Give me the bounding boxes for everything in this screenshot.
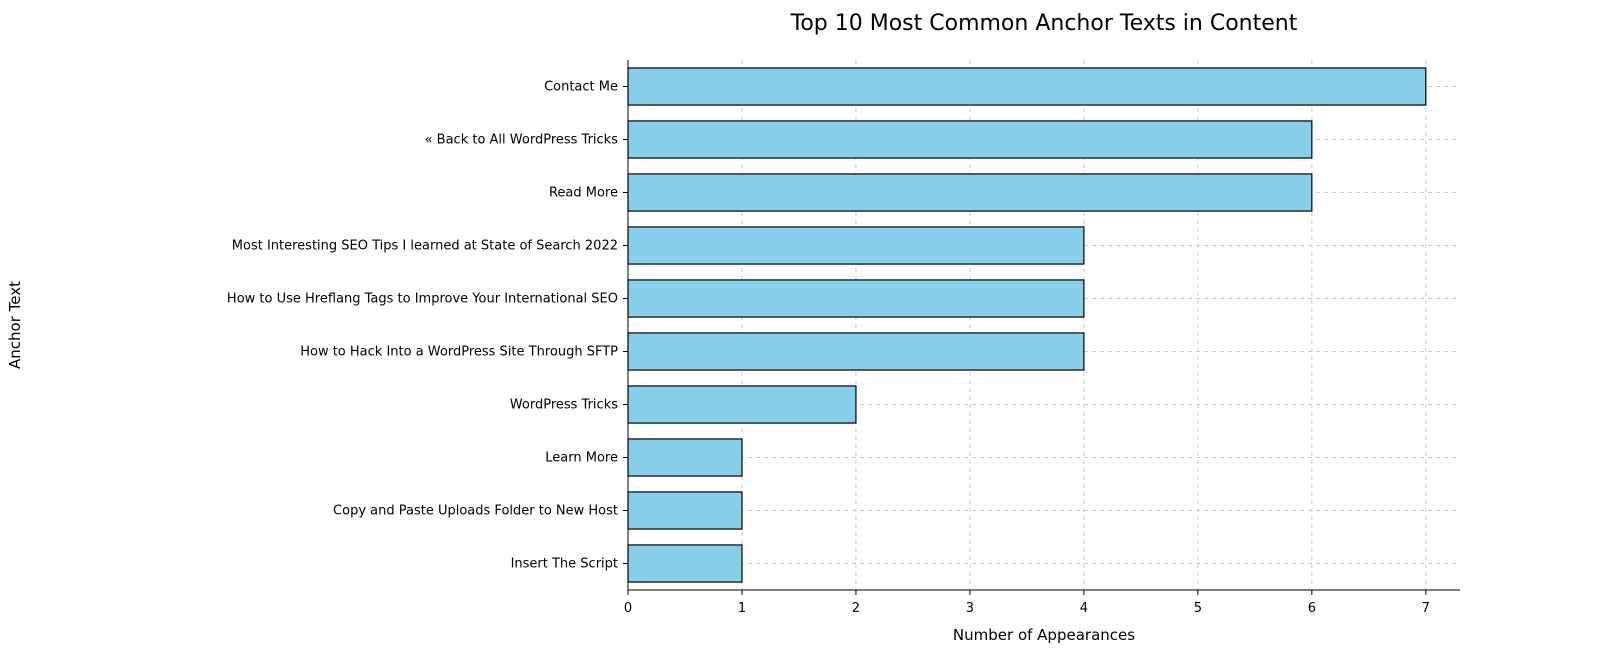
y-tick-label: Copy and Paste Uploads Folder to New Hos…: [333, 504, 618, 519]
x-tick-label: 5: [1194, 601, 1202, 616]
bar: [628, 280, 1084, 317]
chart-title: Top 10 Most Common Anchor Texts in Conte…: [790, 11, 1298, 36]
x-tick-label: 6: [1308, 601, 1316, 616]
y-tick-label: How to Use Hreflang Tags to Improve Your…: [227, 292, 618, 307]
bar: [628, 121, 1312, 158]
y-tick-label: Contact Me: [544, 80, 618, 95]
bar: [628, 174, 1312, 211]
x-tick-label: 7: [1422, 601, 1430, 616]
bar: [628, 333, 1084, 370]
y-tick-label: How to Hack Into a WordPress Site Throug…: [300, 345, 618, 360]
y-tick-label: Read More: [549, 186, 618, 201]
bar: [628, 227, 1084, 264]
y-tick-label: « Back to All WordPress Tricks: [425, 133, 619, 148]
y-tick-label: Insert The Script: [511, 557, 618, 572]
x-tick-label: 1: [738, 601, 746, 616]
bar: [628, 545, 742, 582]
bar-chart: 0 1 2 3 4 5 6 7 Contact Me « Back to All WordPres…: [0, 0, 1600, 666]
x-tick-label: 4: [1080, 601, 1088, 616]
y-tick-label: WordPress Tricks: [510, 398, 618, 413]
x-tick-label: 2: [852, 601, 860, 616]
bar: [628, 386, 856, 423]
y-tick-label: Learn More: [545, 451, 618, 466]
x-tick-label: 0: [624, 601, 632, 616]
chart-container: 0 1 2 3 4 5 6 7 Contact Me « Back to All WordPres…: [0, 0, 1600, 666]
y-tick-label: Most Interesting SEO Tips I learned at S…: [232, 239, 618, 254]
bar: [628, 492, 742, 529]
x-tick-label: 3: [966, 601, 974, 616]
x-axis-label: Number of Appearances: [953, 626, 1135, 644]
y-axis-label: Anchor Text: [6, 281, 24, 369]
bar: [628, 439, 742, 476]
bar: [628, 68, 1426, 105]
